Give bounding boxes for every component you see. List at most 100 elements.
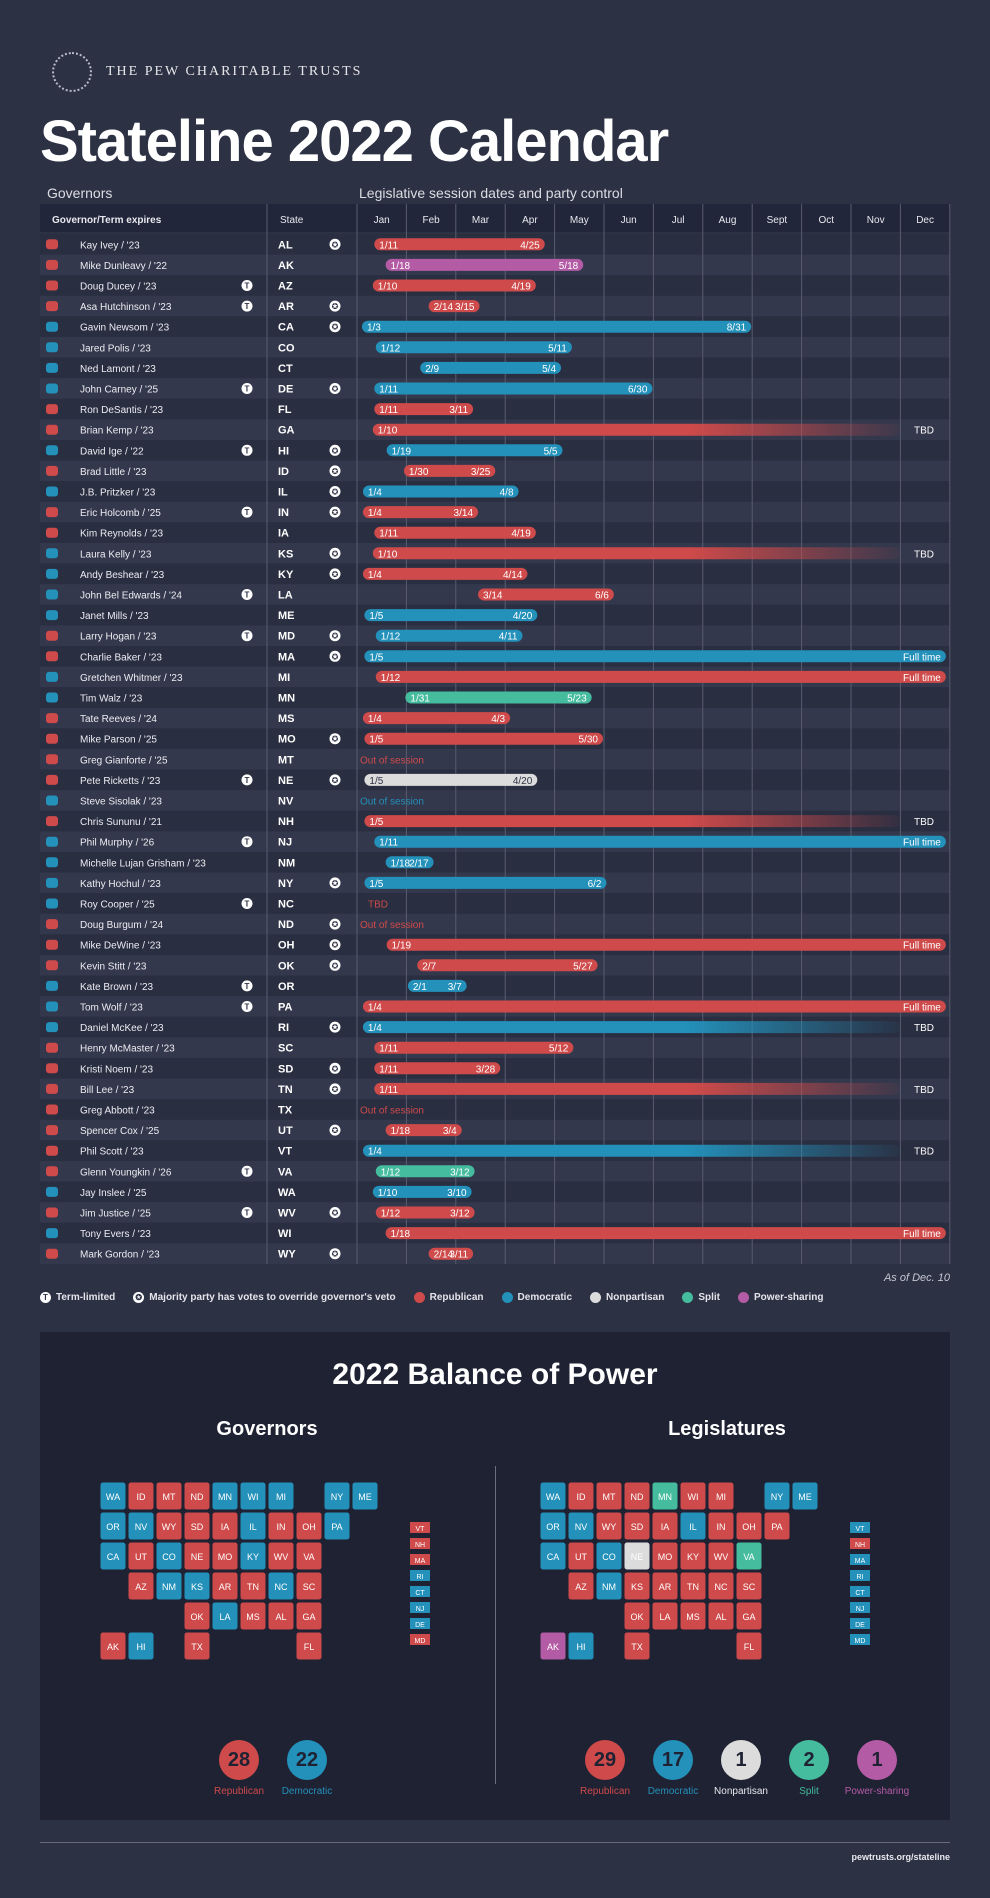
count-item: 1 Nonpartisan — [712, 1740, 770, 1797]
session-bar — [364, 609, 538, 622]
session-bar — [403, 464, 496, 477]
veto-star-icon — [329, 650, 341, 662]
governor-name: Kay Ivey / '23 — [80, 240, 140, 251]
governor-name: Tom Wolf / '23 — [80, 1003, 143, 1014]
state-label: ID — [137, 1492, 147, 1502]
state-shape — [127, 1511, 155, 1541]
state-label: ID — [577, 1492, 587, 1502]
state-shape — [567, 1481, 595, 1511]
state-label: NY — [331, 1492, 344, 1502]
veto-star-mark: ✪ — [332, 1023, 339, 1032]
state-label: CA — [107, 1552, 120, 1562]
session-start: 1/12 — [381, 673, 401, 684]
state-label: HI — [137, 1642, 146, 1652]
ne-state-tile — [410, 1554, 430, 1565]
state-label: AR — [659, 1582, 672, 1592]
session-bar — [364, 815, 901, 828]
state-code: RI — [278, 1022, 289, 1034]
session-start: 1/4 — [368, 488, 382, 499]
session-start: 1/10 — [378, 426, 398, 437]
session-bar — [428, 1247, 474, 1260]
donkey-icon — [46, 857, 58, 868]
state-shape — [267, 1541, 295, 1571]
elephant-icon — [46, 919, 58, 930]
session-end: 3/12 — [450, 1167, 470, 1178]
table-row — [40, 790, 950, 811]
governor-name: Steve Sisolak / '23 — [80, 797, 162, 808]
state-code: SC — [278, 1043, 293, 1055]
session-bar — [374, 1041, 574, 1054]
veto-star-mark: ✪ — [332, 570, 339, 579]
state-code: AK — [278, 260, 294, 272]
state-shape — [623, 1541, 651, 1571]
term-limited-mark: T — [245, 838, 250, 847]
state-code: FL — [278, 404, 292, 416]
session-start: 1/10 — [378, 282, 398, 293]
term-limited-icon — [241, 280, 253, 291]
session-bar — [478, 588, 614, 601]
veto-star-icon — [329, 486, 341, 497]
state-code: WA — [278, 1187, 296, 1199]
session-note: Out of session — [360, 797, 424, 808]
session-end: TBD — [914, 1085, 934, 1096]
state-shape — [595, 1541, 623, 1571]
governor-name: Greg Abbott / '23 — [80, 1106, 155, 1117]
elephant-icon — [46, 1083, 58, 1094]
session-start: 1/3 — [367, 323, 381, 334]
governor-name: Asa Hutchinson / '23 — [80, 302, 172, 313]
donkey-icon — [46, 877, 58, 888]
state-shape — [211, 1481, 239, 1511]
session-bar — [407, 979, 467, 992]
state-label: WI — [688, 1492, 699, 1502]
count-label: Nonpartisan — [714, 1786, 768, 1797]
state-shape — [351, 1481, 379, 1511]
veto-star-mark: ✪ — [332, 1126, 339, 1135]
count-label: Split — [799, 1786, 819, 1797]
table-row — [40, 1202, 950, 1223]
state-label: AK — [107, 1642, 119, 1652]
count-circle: 17 — [653, 1740, 693, 1780]
elephant-icon — [46, 733, 58, 744]
state-label: MI — [716, 1492, 726, 1502]
term-limited-icon — [241, 383, 253, 394]
governor-name: Jay Inslee / '25 — [80, 1188, 147, 1199]
state-code: IL — [278, 487, 288, 499]
session-end: 4/14 — [503, 570, 523, 581]
count-circle: 1 — [721, 1740, 761, 1780]
session-end: TBD — [914, 817, 934, 828]
term-limited-icon: T — [40, 1292, 51, 1303]
elephant-icon — [46, 404, 58, 415]
state-code: OR — [278, 981, 295, 993]
state-shape — [707, 1481, 735, 1511]
state-label: MT — [163, 1492, 176, 1502]
republican-swatch — [413, 1292, 425, 1303]
ne-state-label: RI — [417, 1574, 424, 1581]
session-start: 2/14 — [434, 1250, 454, 1261]
governor-name: Henry McMaster / '23 — [80, 1044, 175, 1055]
session-end: 4/20 — [513, 611, 533, 622]
session-bar — [372, 279, 536, 292]
session-start: 1/11 — [379, 1085, 398, 1096]
month-label: Nov — [867, 215, 885, 226]
state-label: KY — [687, 1552, 699, 1562]
session-start: 1/5 — [369, 611, 383, 622]
state-label: TN — [247, 1582, 259, 1592]
session-start: 1/12 — [381, 343, 401, 354]
governor-name: Janet Mills / '23 — [80, 611, 149, 622]
state-shape — [679, 1571, 707, 1601]
state-shape — [735, 1511, 763, 1541]
session-end: TBD — [914, 426, 934, 437]
state-label: ND — [191, 1492, 204, 1502]
state-shape — [267, 1571, 295, 1601]
session-start: 1/18 — [391, 261, 411, 272]
table-row — [40, 893, 950, 914]
state-label: HI — [577, 1642, 586, 1652]
count-circle: 2 — [789, 1740, 829, 1780]
state-shape — [239, 1511, 267, 1541]
session-start: 1/5 — [369, 652, 383, 663]
governor-name: Brian Kemp / '23 — [80, 426, 154, 437]
session-start: 1/11 — [379, 1064, 398, 1075]
table-row — [40, 501, 950, 523]
state-label: GA — [742, 1612, 755, 1622]
term-limited-mark: T — [245, 900, 250, 909]
